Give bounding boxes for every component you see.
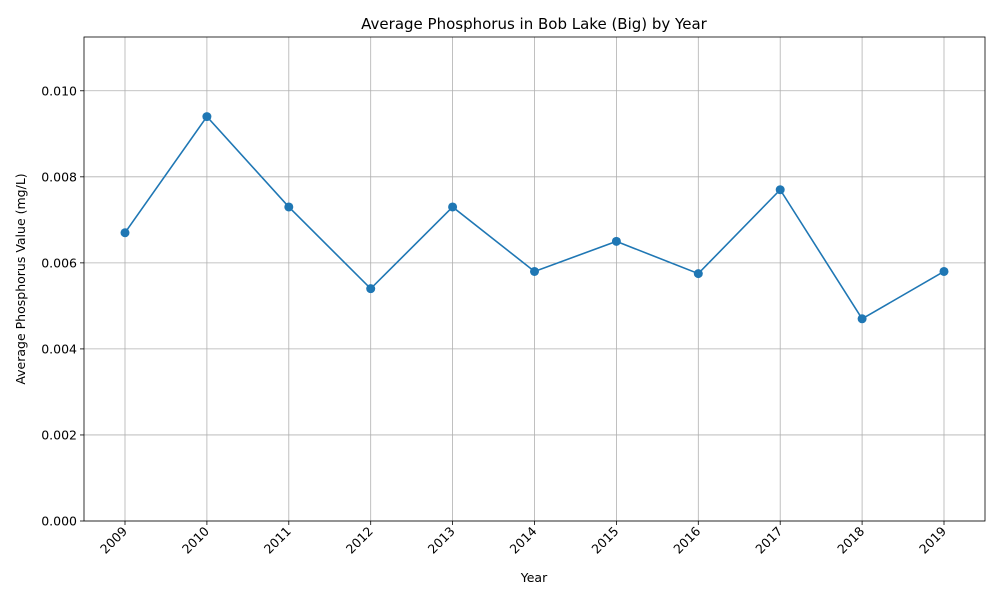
x-tick-label: 2010	[179, 523, 212, 556]
data-point	[120, 228, 130, 238]
x-tick-label: 2011	[261, 524, 294, 557]
x-axis: 2009 2010 2011 2012 2013 2014 2015 2016 2017 2018…	[97, 521, 949, 557]
grid	[84, 37, 985, 522]
y-tick-label: 0.006	[41, 255, 77, 270]
y-tick-label: 0.004	[41, 341, 77, 356]
x-tick-label: 2018	[834, 523, 867, 556]
series-layer	[120, 112, 949, 324]
data-point	[693, 269, 703, 279]
data-point	[857, 314, 867, 324]
x-tick-label: 2014	[507, 523, 540, 556]
data-point	[202, 112, 212, 122]
x-axis-label: Year	[520, 570, 548, 585]
y-tick-label: 0.008	[41, 169, 77, 184]
data-point	[284, 202, 294, 212]
data-point	[939, 266, 949, 276]
x-tick-label: 2009	[97, 523, 130, 556]
x-tick-label: 2013	[425, 524, 458, 557]
x-tick-label: 2019	[916, 523, 949, 556]
data-point	[775, 185, 785, 195]
data-point	[448, 202, 458, 212]
x-tick-label: 2017	[752, 524, 785, 557]
x-tick-label: 2012	[343, 524, 376, 557]
y-axis-label: Average Phosphorus Value (mg/L)	[13, 173, 28, 384]
y-axis: 0.000 0.002 0.004 0.006 0.008 0.010	[41, 83, 84, 529]
y-tick-label: 0.000	[41, 514, 77, 529]
y-tick-label: 0.010	[41, 83, 77, 98]
data-point	[530, 266, 539, 276]
chart-title: Average Phosphorus in Bob Lake (Big) by …	[361, 15, 707, 33]
data-point	[366, 284, 376, 294]
y-tick-label: 0.002	[41, 427, 77, 442]
x-tick-label: 2015	[588, 524, 621, 557]
data-point	[611, 236, 621, 246]
x-tick-label: 2016	[670, 523, 703, 556]
